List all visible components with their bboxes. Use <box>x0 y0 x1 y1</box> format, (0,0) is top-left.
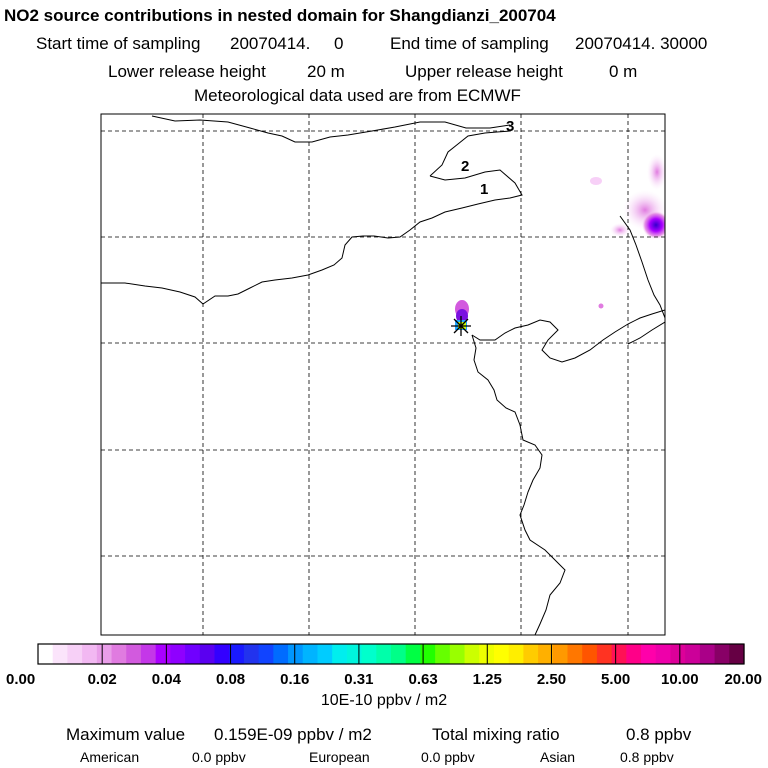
colorbar-cell <box>258 644 274 664</box>
colorbar-tick-label: 0.16 <box>280 671 309 688</box>
colorbar-cell <box>243 644 260 664</box>
colorbar-cell <box>699 644 716 664</box>
plume-patch <box>590 177 602 185</box>
colorbar-cell <box>273 644 289 664</box>
contour-label-1: 1 <box>480 181 488 198</box>
colorbar-cell <box>140 644 157 664</box>
colorbar-cell <box>155 644 171 664</box>
colorbar-cell <box>670 644 686 664</box>
colorbar-cell <box>288 644 304 664</box>
colorbar-cell <box>435 644 451 664</box>
colorbar-cell <box>582 644 598 664</box>
end-time-value: 20070414. 30000 <box>575 34 708 53</box>
coastlines <box>101 115 665 635</box>
admin-border <box>619 215 665 319</box>
met-data-line: Meteorological data used are from ECMWF <box>194 86 521 105</box>
colorbar-cell <box>170 644 186 664</box>
colorbar-tick-label: 0.04 <box>152 671 182 688</box>
total-mixing-value: 0.8 ppbv <box>626 725 692 744</box>
colorbar-cell <box>82 644 98 664</box>
lower-height-label: Lower release height <box>108 62 266 81</box>
colorbar-tick-label: 0.63 <box>408 671 437 688</box>
colorbar-cell <box>420 644 436 664</box>
colorbar-cell <box>538 644 554 664</box>
colorbar <box>38 644 745 664</box>
colorbar-cell <box>449 644 466 664</box>
colorbar-cell <box>552 644 569 664</box>
total-mixing-label: Total mixing ratio <box>432 725 560 744</box>
colorbar-cell <box>508 644 524 664</box>
colorbar-tick-label: 5.00 <box>601 671 630 688</box>
colorbar-cell <box>729 644 745 664</box>
colorbar-cell <box>317 644 333 664</box>
plume-patch <box>647 154 665 190</box>
end-time-label: End time of sampling <box>390 34 549 53</box>
colorbar-cell <box>464 644 480 664</box>
colorbar-cell <box>611 644 627 664</box>
asian-value: 0.8 ppbv <box>620 749 674 765</box>
colorbar-cell <box>332 644 348 664</box>
colorbar-tick-label: 20.00 <box>724 671 762 688</box>
colorbar-cell <box>376 644 392 664</box>
start-time-label: Start time of sampling <box>36 34 201 53</box>
european-value: 0.0 ppbv <box>421 749 475 765</box>
plume-patch <box>610 223 630 237</box>
map-frame <box>100 113 666 636</box>
upper-height-label: Upper release height <box>405 62 563 81</box>
colorbar-cell <box>214 644 230 664</box>
receptor-plume-mid <box>456 309 468 323</box>
colorbar-cell <box>111 644 127 664</box>
american-label: American <box>80 749 140 765</box>
colorbar-cell <box>493 644 510 664</box>
colorbar-cell <box>361 644 377 664</box>
colorbar-tick-label: 0.08 <box>216 671 245 688</box>
colorbar-tick-label: 10.00 <box>661 671 699 688</box>
colorbar-cell <box>67 644 83 664</box>
colorbar-cell <box>714 644 730 664</box>
plume-dot <box>598 303 604 309</box>
colorbar-cell <box>626 644 642 664</box>
colorbar-cell <box>126 644 142 664</box>
colorbar-cell <box>655 644 672 664</box>
european-label: European <box>309 749 370 765</box>
colorbar-cell <box>567 644 583 664</box>
graticule <box>101 114 665 635</box>
colorbar-cell <box>391 644 407 664</box>
colorbar-cell <box>346 644 363 664</box>
colorbar-cell <box>52 644 69 664</box>
colorbar-cell <box>229 644 245 664</box>
max-value: 0.159E-09 ppbv / m2 <box>214 725 372 744</box>
colorbar-tick-label: 2.50 <box>537 671 566 688</box>
max-value-label: Maximum value <box>66 725 186 744</box>
colorbar-cell <box>405 644 422 664</box>
colorbar-cell <box>199 644 216 664</box>
colorbar-cell <box>641 644 657 664</box>
contour-label-3: 3 <box>506 118 514 135</box>
upper-height-value: 0 m <box>609 62 638 81</box>
plume-patch-core <box>642 211 665 239</box>
colorbar-cell <box>596 644 613 664</box>
asian-label: Asian <box>540 749 576 765</box>
colorbar-tick-label: 0.02 <box>88 671 117 688</box>
colorbar-cell <box>523 644 539 664</box>
colorbar-unit: 10E-10 ppbv / m2 <box>320 692 448 709</box>
contour-label-2: 2 <box>461 158 469 175</box>
colorbar-cell <box>96 644 113 664</box>
colorbar-tick-label: 1.25 <box>473 671 502 688</box>
colorbar-cell <box>685 644 701 664</box>
colorbar-cell <box>302 644 319 664</box>
receptor-marker-icon <box>451 316 471 336</box>
colorbar-cell <box>38 644 54 664</box>
colorbar-frame <box>37 643 745 665</box>
start-time-value: 20070414. 0 <box>230 34 344 53</box>
colorbar-cell <box>185 644 201 664</box>
colorbar-tick-group: 0.00 0.02 0.04 0.08 0.16 0.31 0.63 1.25 2.50 5.00… <box>6 644 762 688</box>
colorbar-tick-label: 0.00 <box>6 671 35 688</box>
page-title: NO2 source contributions in nested domai… <box>4 6 556 25</box>
colorbar-tick-label: 0.31 <box>344 671 373 688</box>
lower-height-value: 20 m <box>307 62 345 81</box>
american-value: 0.0 ppbv <box>192 749 246 765</box>
